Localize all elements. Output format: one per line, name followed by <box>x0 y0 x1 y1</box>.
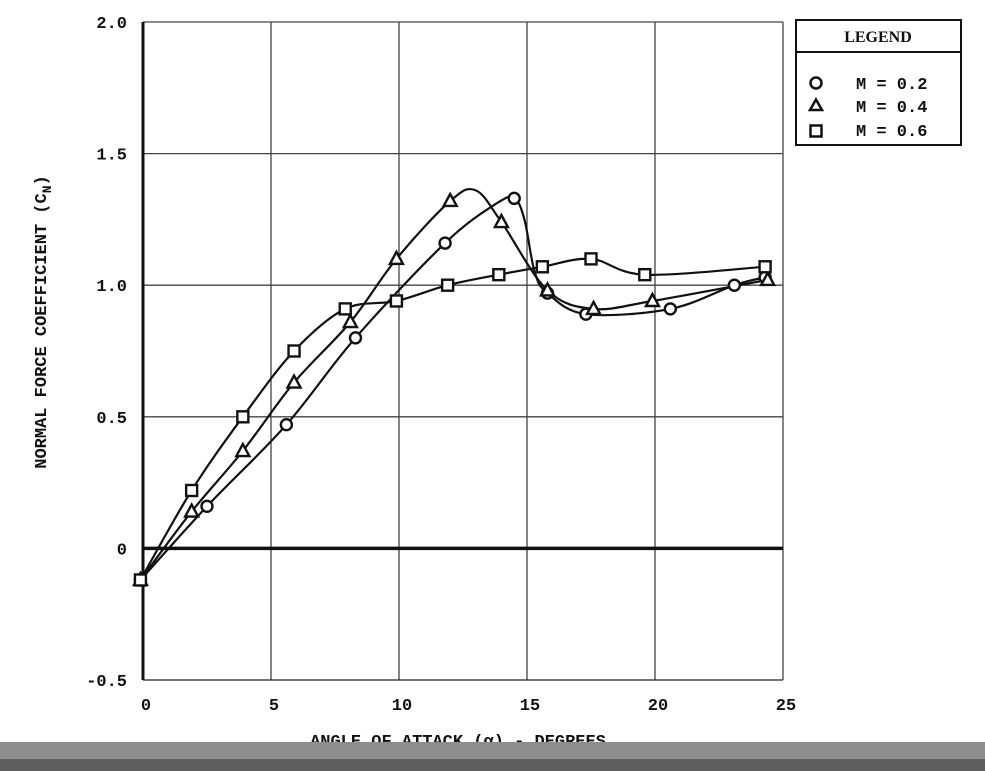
y-axis-label-subscript: N <box>40 185 55 193</box>
bottom-scan-band-dark <box>0 759 985 771</box>
x-tick-label: 0 <box>141 697 151 716</box>
data-point-triangle <box>492 212 510 229</box>
data-point-triangle <box>341 312 359 329</box>
data-point-square <box>440 278 455 292</box>
data-point-triangle <box>585 299 603 316</box>
axes <box>141 22 783 681</box>
y-axis-label-close: ) <box>33 175 52 185</box>
data-point-circle <box>348 331 363 345</box>
data-point-square <box>535 260 550 274</box>
data-point-square <box>236 410 250 424</box>
y-axis-label-main: NORMAL FORCE COEFFICIENT (C <box>33 193 52 468</box>
series-markers <box>131 191 777 587</box>
data-point-circle <box>727 278 742 292</box>
data-point-circle <box>663 302 678 316</box>
data-point-square <box>492 267 506 282</box>
x-tick-label: 20 <box>648 697 668 716</box>
legend-frame <box>795 19 962 146</box>
y-tick-label: -0.5 <box>86 673 127 692</box>
y-tick-label: 1.0 <box>96 278 127 297</box>
legend-title: LEGEND <box>844 29 912 46</box>
data-point-circle <box>507 191 521 206</box>
data-point-triangle <box>643 291 661 308</box>
tick-labels: 0 5 10 15 20 25 -0.5 0 0.5 1.0 1.5 2.0 <box>86 15 796 716</box>
legend-entry-m04: M = 0.4 <box>856 99 927 118</box>
data-point-square <box>758 260 772 274</box>
data-point-square <box>133 573 148 587</box>
data-point-triangle <box>285 373 303 389</box>
legend-circle-marker <box>809 76 823 90</box>
data-point-triangle <box>441 191 459 208</box>
data-point-circle <box>200 499 214 513</box>
legend-entry-m02: M = 0.2 <box>856 76 927 95</box>
data-point-triangle <box>759 270 777 287</box>
data-point-square <box>184 483 199 498</box>
legend-triangle-marker <box>807 96 825 112</box>
data-point-circle <box>438 236 452 250</box>
y-axis-label: NORMAL FORCE COEFFICIENT (CN) <box>33 175 55 468</box>
data-point-square <box>638 267 652 282</box>
x-tick-label: 15 <box>520 697 540 716</box>
legend: LEGEND M = 0.2 M = 0.4 M = 0.6 <box>795 19 962 146</box>
x-tick-label: 25 <box>776 697 796 716</box>
data-point-triangle <box>234 441 252 458</box>
x-tick-label: 10 <box>392 697 412 716</box>
data-point-square <box>287 344 301 358</box>
data-point-square <box>389 294 404 308</box>
data-point-square <box>338 302 352 316</box>
legend-entry-m06: M = 0.6 <box>856 123 927 142</box>
bottom-scan-band-light <box>0 742 985 759</box>
data-point-triangle <box>387 249 405 266</box>
legend-square-marker <box>809 124 823 138</box>
data-point-square <box>584 252 598 266</box>
data-point-triangle <box>538 280 556 297</box>
y-tick-label: 1.5 <box>96 147 127 166</box>
data-point-circle <box>279 417 294 432</box>
data-point-triangle <box>183 502 201 518</box>
series-line-square <box>139 257 766 581</box>
x-tick-label: 5 <box>269 697 279 716</box>
y-tick-label: 0 <box>117 541 127 560</box>
y-tick-label: 0.5 <box>96 410 127 429</box>
grid <box>143 21 784 680</box>
y-tick-label: 2.0 <box>96 15 127 34</box>
